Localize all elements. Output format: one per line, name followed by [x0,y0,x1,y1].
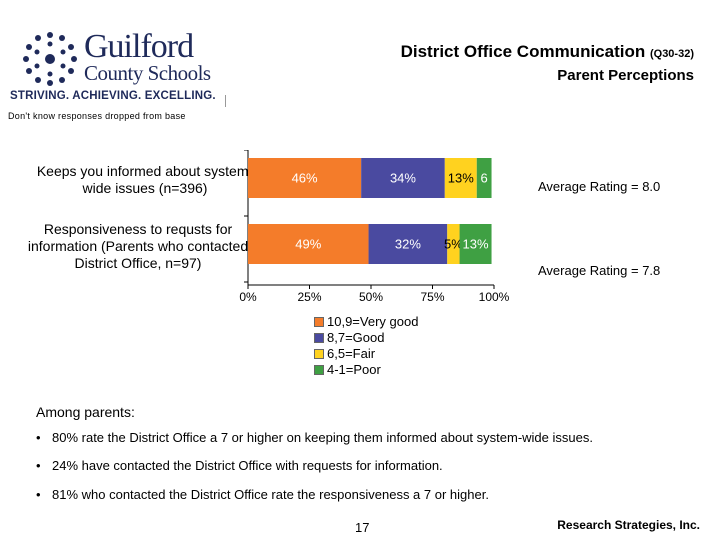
legend-swatch [314,349,324,359]
finding-text: 81% who contacted the District Office ra… [52,487,489,502]
bar-segment [248,224,369,264]
slide-subtitle: Parent Perceptions [557,67,694,84]
title-question-code: (Q30-32) [649,48,694,60]
legend-item: 10,9=Very good [314,314,418,330]
logo-name-line2: County Schools [84,61,211,85]
page-number: 17 [355,520,370,535]
legend-swatch [314,333,324,343]
data-label: 6 [481,171,488,186]
bar-segment [368,224,448,264]
findings-intro: Among parents: [36,404,135,420]
data-label: 5% [444,237,463,252]
finding-text: 24% have contacted the District Office w… [52,458,443,473]
legend-label: 6,5=Fair [327,346,376,361]
legend-label: 10,9=Very good [327,314,419,329]
x-tick-label: 100% [479,290,510,304]
bar-segment [248,158,362,198]
bar-segment [447,224,460,264]
legend-item: 6,5=Fair [314,346,418,362]
legend-label: 8,7=Good [327,330,385,345]
x-tick-label: 50% [359,290,383,304]
data-label: 34% [390,171,416,186]
stacked-bar-chart: 0% 25% 50% 75% 100%46% 34% 13% 649% 32% 5% 13% [239,150,510,304]
bar-segment [459,224,492,264]
data-label: 32% [395,237,421,252]
x-tick-label: 25% [297,290,321,304]
finding-bullet: • 24% have contacted the District Office … [36,458,443,473]
category-label: Keeps you informed about system-wide iss… [36,163,254,196]
bar-segment [361,158,445,198]
x-tick-label: 75% [420,290,444,304]
slide-title: District Office Communication (Q30-32) [401,42,694,62]
title-text: District Office Communication [400,42,646,61]
guilford-logo-emblem [23,32,77,86]
bar-segment [444,158,477,198]
data-label: 46% [292,171,318,186]
category-label: Responsiveness to requsts for informatio… [27,221,249,271]
average-rating-annotation: Average Rating = 7.8 [538,263,661,278]
logo-tagline: STRIVING. ACHIEVING. EXCELLING. [10,90,216,102]
data-label: 49% [295,237,321,252]
data-label: 13% [463,237,489,252]
divider [225,95,226,107]
legend-swatch [314,365,324,375]
legend-item: 8,7=Good [314,330,418,346]
bullet-dot: • [36,458,41,473]
chart-legend: 10,9=Very good 8,7=Good 6,5=Fair 4-1=Poo… [314,314,418,378]
bullet-dot: • [36,430,41,445]
legend-swatch [314,317,324,327]
data-label: 13% [448,171,474,186]
logo-name-line1: Guilford [84,28,194,65]
finding-bullet: • 80% rate the District Office a 7 or hig… [36,430,593,445]
bar-segment [476,158,492,198]
legend-label: 4-1=Poor [327,362,381,377]
base-note: Don't know responses dropped from base [8,111,186,121]
average-rating-annotation: Average Rating = 8.0 [538,179,661,194]
legend-item: 4-1=Poor [314,362,418,378]
company-name: Research Strategies, Inc. [557,518,700,532]
x-tick-label: 0% [239,290,257,304]
finding-text: 80% rate the District Office a 7 or high… [52,430,593,445]
finding-bullet: • 81% who contacted the District Office r… [36,487,489,502]
bullet-dot: • [36,487,41,502]
